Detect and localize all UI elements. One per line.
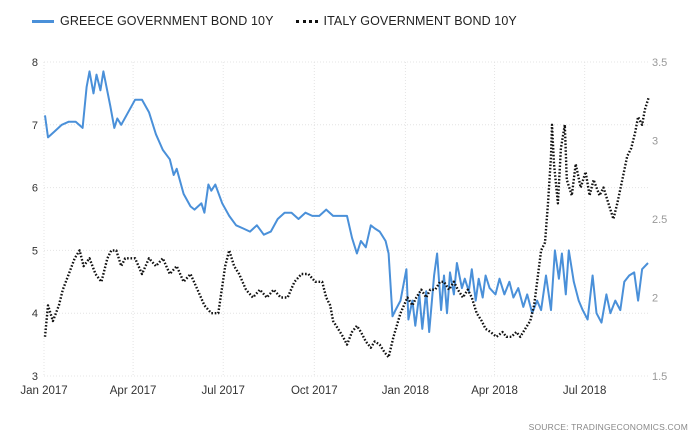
y-left-tick-label: 3 [32, 371, 38, 383]
source-credit: SOURCE: TRADINGECONOMICS.COM [528, 422, 688, 432]
y-right-tick-label: 3.5 [652, 57, 667, 69]
italy-bond-line [43, 96, 651, 359]
y-left-tick-label: 5 [32, 245, 38, 257]
x-tick-label: Jul 2018 [563, 385, 606, 397]
y-left-tick-label: 4 [32, 308, 38, 320]
x-tick-label: Jan 2017 [20, 385, 67, 397]
y-right-tick-label: 3 [652, 136, 658, 148]
y-right-tick-label: 2.5 [652, 214, 667, 226]
x-tick-label: Oct 2017 [291, 385, 338, 397]
y-right-tick-label: 2 [652, 293, 658, 305]
legend-label-italy: ITALY GOVERNMENT BOND 10Y [323, 14, 517, 28]
legend-label-greece: GREECE GOVERNMENT BOND 10Y [60, 14, 274, 28]
y-left-tick-label: 6 [32, 183, 38, 195]
greece-bond-line [44, 70, 649, 333]
legend-swatch-italy [295, 19, 318, 23]
x-tick-label: Jan 2018 [382, 385, 429, 397]
y-left-tick-label: 8 [32, 57, 38, 69]
y-right-tick-label: 1.5 [652, 371, 667, 383]
x-tick-label: Apr 2018 [471, 385, 518, 397]
x-tick-label: Jul 2017 [201, 385, 244, 397]
chart-legend: GREECE GOVERNMENT BOND 10Y ITALY GOVERNM… [32, 14, 539, 28]
legend-item-italy: ITALY GOVERNMENT BOND 10Y [295, 14, 517, 28]
legend-swatch-greece [32, 19, 54, 23]
x-tick-label: Apr 2017 [110, 385, 157, 397]
y-left-tick-label: 7 [32, 120, 38, 132]
legend-item-greece: GREECE GOVERNMENT BOND 10Y [32, 14, 274, 28]
